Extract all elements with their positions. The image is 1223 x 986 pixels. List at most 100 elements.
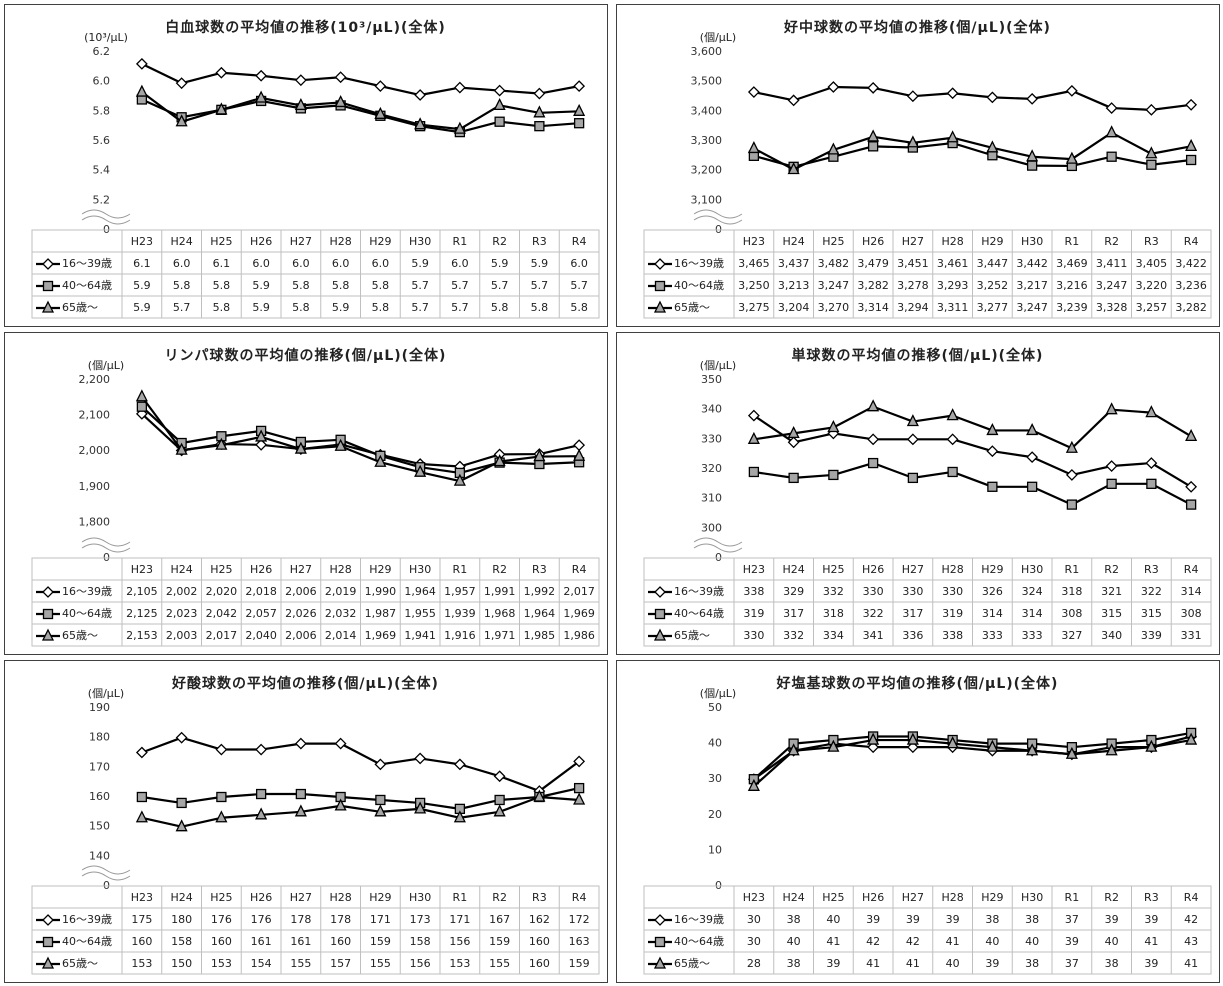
marker (414, 117, 427, 130)
legend-label: 65歳～ (62, 957, 98, 970)
x-tick-label: R3 (532, 563, 547, 576)
table-value: 167 (489, 913, 510, 926)
table-value: 2,023 (166, 607, 198, 620)
y-tick-label: 340 (701, 403, 722, 416)
table-value: 41 (826, 935, 840, 948)
table-value: 40 (826, 913, 840, 926)
x-tick-label: H26 (862, 891, 884, 904)
table-value: 5.9 (252, 301, 270, 314)
table-value: 5.9 (411, 257, 429, 270)
table-value: 3,247 (818, 279, 850, 292)
table-value: 3,277 (977, 301, 1009, 314)
y-tick-label: 5.4 (93, 164, 111, 177)
x-tick-label: H30 (409, 235, 431, 248)
table-value: 150 (171, 957, 192, 970)
x-tick-label: H30 (1021, 563, 1043, 576)
table-value: 3,461 (937, 257, 969, 270)
table-value: 1,991 (484, 585, 516, 598)
table-value: 5.9 (332, 301, 350, 314)
marker (1065, 440, 1078, 453)
table-value: 341 (863, 629, 884, 642)
table-value: 160 (529, 935, 550, 948)
table-value: 319 (743, 607, 764, 620)
table-value: 308 (1181, 607, 1202, 620)
x-tick-label: H23 (131, 891, 153, 904)
marker (175, 77, 188, 90)
marker (748, 466, 760, 478)
table-value: 3,239 (1056, 301, 1088, 314)
marker (294, 804, 307, 817)
marker (295, 788, 307, 800)
marker (654, 914, 666, 926)
table-value: 2,014 (325, 629, 357, 642)
table-value: 155 (489, 957, 510, 970)
table-value: 6.0 (372, 257, 390, 270)
table-value: 5.9 (491, 257, 509, 270)
marker (946, 408, 959, 421)
legend-label: 65歳～ (62, 301, 98, 314)
marker (215, 743, 228, 756)
x-tick-label: H25 (210, 891, 232, 904)
marker (827, 420, 840, 433)
table-value: 332 (783, 629, 804, 642)
x-tick-label: R1 (1065, 235, 1080, 248)
chart-title: 好酸球数の平均値の推移(個/μL)(全体) (171, 675, 439, 692)
table-value: 176 (211, 913, 232, 926)
marker (573, 792, 586, 805)
table-value: 6.0 (173, 257, 191, 270)
x-tick-label: H29 (369, 235, 391, 248)
legend-label: 16～39歳 (62, 257, 112, 270)
marker (334, 737, 347, 750)
x-tick-label: H30 (1021, 891, 1043, 904)
x-tick-label: H23 (131, 235, 153, 248)
x-tick-label: H25 (822, 891, 844, 904)
table-value: 1,969 (563, 607, 595, 620)
table-value: 3,220 (1136, 279, 1168, 292)
table-value: 39 (1065, 935, 1079, 948)
y-axis-label: (個/μL) (88, 687, 124, 700)
table-value: 41 (946, 935, 960, 948)
table-value: 160 (330, 935, 351, 948)
table-value: 1,986 (563, 629, 595, 642)
table-value: 2,040 (245, 629, 277, 642)
y-tick-label: 140 (89, 849, 110, 862)
table-value: 38 (787, 957, 801, 970)
legend-label: 40～64歳 (674, 607, 724, 620)
table-value: 3,447 (977, 257, 1009, 270)
x-tick-label: R4 (1184, 563, 1199, 576)
marker (294, 97, 307, 111)
table-value: 5.8 (372, 279, 390, 292)
table-value: 5.9 (531, 257, 549, 270)
y-axis-label: (個/μL) (700, 359, 736, 372)
marker (135, 810, 148, 823)
x-tick-label: H28 (941, 891, 963, 904)
table-value: 5.8 (173, 279, 191, 292)
y-tick-label: 3,600 (691, 45, 723, 58)
axis-break (81, 865, 131, 875)
marker (747, 86, 760, 98)
x-tick-label: R1 (453, 891, 468, 904)
x-tick-label: H23 (131, 563, 153, 576)
marker (986, 445, 999, 458)
marker (906, 90, 919, 103)
table-value: 175 (131, 913, 152, 926)
x-tick-label: H30 (409, 563, 431, 576)
table-value: 155 (290, 957, 311, 970)
series-line (141, 405, 580, 475)
marker (493, 454, 506, 467)
series-line (141, 736, 580, 793)
marker (374, 454, 387, 467)
table-value: 314 (1022, 607, 1043, 620)
table-value: 176 (251, 913, 272, 926)
y-tick-label: 2,200 (79, 373, 111, 386)
x-tick-label: H27 (290, 891, 312, 904)
table-value: 330 (902, 585, 923, 598)
marker (787, 94, 800, 107)
x-tick-label: H30 (1021, 235, 1043, 248)
marker (573, 103, 586, 116)
marker (42, 586, 54, 598)
table-value: 40 (1105, 935, 1119, 948)
marker (374, 758, 387, 771)
x-tick-label: H26 (862, 235, 884, 248)
